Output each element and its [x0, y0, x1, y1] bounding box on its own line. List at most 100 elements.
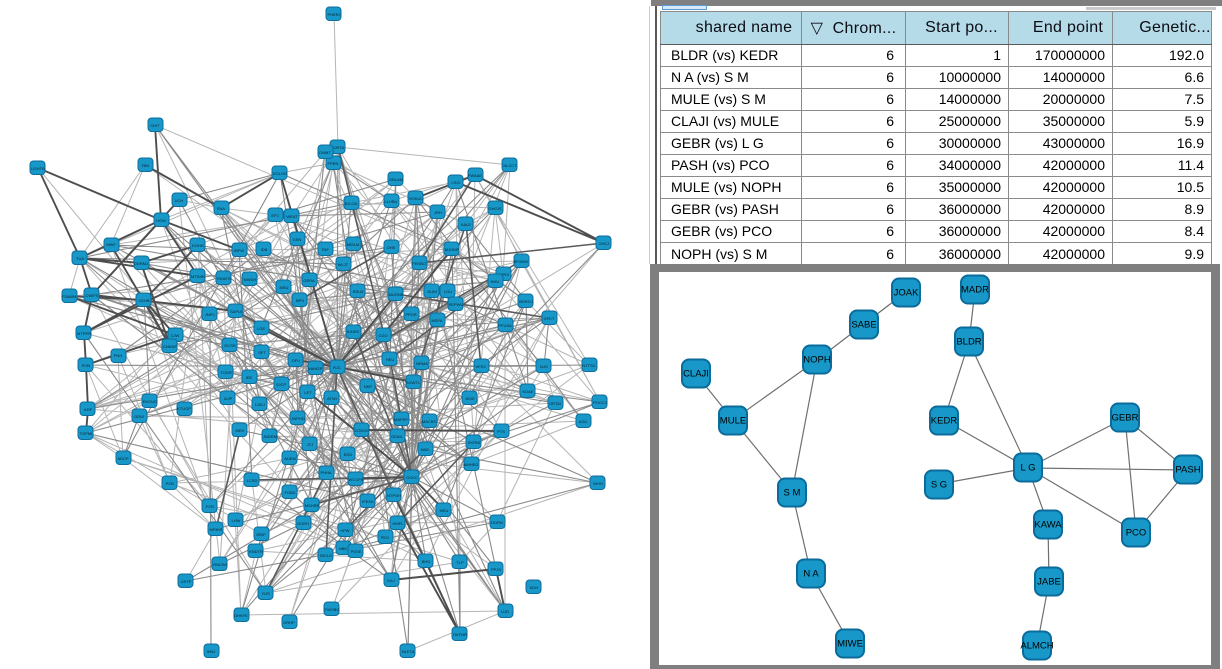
- svg-text:PGSE: PGSE: [350, 549, 361, 554]
- svg-text:USHTB: USHTB: [31, 166, 45, 171]
- svg-text:SJCP: SJCP: [276, 382, 287, 387]
- svg-text:PON: PON: [82, 363, 91, 368]
- svg-text:LSCI: LSCI: [452, 180, 461, 185]
- svg-text:MIWE: MIWE: [837, 639, 863, 650]
- svg-text:GFKT: GFKT: [544, 316, 555, 321]
- svg-text:JNPHD: JNPHD: [291, 416, 304, 421]
- svg-text:PTS: PTS: [497, 429, 505, 434]
- svg-text:LLHBU: LLHBU: [385, 199, 398, 204]
- svg-text:WEAT: WEAT: [286, 214, 298, 219]
- svg-text:ILRF: ILRF: [84, 407, 93, 412]
- svg-text:EKGUD: EKGUD: [143, 399, 157, 404]
- svg-text:CHIT: CHIT: [150, 123, 160, 128]
- svg-text:KPW: KPW: [340, 528, 349, 533]
- svg-text:MSFA: MSFA: [432, 318, 443, 323]
- svg-text:IHNJ: IHNJ: [207, 649, 216, 654]
- svg-text:TLP: TLP: [456, 560, 464, 565]
- svg-text:RKAFG: RKAFG: [217, 276, 231, 281]
- svg-text:MEU: MEU: [440, 508, 449, 513]
- svg-text:BICLS: BICLS: [320, 553, 332, 558]
- svg-text:ATWI: ATWI: [327, 396, 337, 401]
- svg-text:NBK: NBK: [339, 546, 348, 551]
- svg-text:DDRN: DDRN: [491, 520, 503, 525]
- svg-text:KAJ: KAJ: [387, 578, 394, 583]
- svg-text:BLDR: BLDR: [956, 337, 981, 348]
- svg-text:GCSR: GCSR: [224, 343, 236, 348]
- svg-text:IEE: IEE: [246, 375, 253, 380]
- svg-text:HMFL: HMFL: [393, 521, 405, 526]
- svg-text:AMHED: AMHED: [464, 462, 479, 467]
- svg-text:AGU: AGU: [579, 419, 588, 424]
- svg-text:LGE: LGE: [257, 326, 265, 331]
- svg-text:RJC: RJC: [333, 365, 341, 370]
- svg-text:MTPPR: MTPPR: [77, 331, 91, 336]
- svg-text:TNF: TNF: [321, 247, 329, 252]
- svg-text:HFEC: HFEC: [476, 364, 487, 369]
- svg-text:SGWTL: SGWTL: [406, 380, 421, 385]
- svg-text:LHW: LHW: [232, 518, 241, 523]
- svg-text:JTJ: JTJ: [307, 442, 313, 447]
- svg-text:GBLAM: GBLAM: [389, 177, 403, 182]
- svg-text:LET: LET: [304, 390, 312, 395]
- svg-text:JNDRM: JNDRM: [263, 434, 277, 439]
- svg-text:PHHA: PHHA: [320, 470, 331, 475]
- svg-text:CNKNF: CNKNF: [163, 344, 177, 349]
- svg-text:NTPOH: NTPOH: [387, 493, 401, 498]
- svg-text:LCSD: LCSD: [247, 478, 258, 483]
- svg-text:NOPH: NOPH: [803, 355, 831, 366]
- svg-text:FPRN: FPRN: [328, 161, 339, 166]
- svg-text:CLAJI: CLAJI: [683, 369, 709, 380]
- svg-text:SAPUI: SAPUI: [230, 309, 242, 314]
- svg-text:CGO: CGO: [378, 333, 387, 338]
- svg-text:GHCJ: GHCJ: [599, 241, 610, 246]
- svg-text:ADCP: ADCP: [117, 456, 128, 461]
- svg-text:FOBD: FOBD: [284, 490, 295, 495]
- svg-text:RNCWI: RNCWI: [213, 562, 227, 567]
- svg-text:DHKFE: DHKFE: [234, 613, 248, 618]
- svg-text:NLETA: NLETA: [402, 649, 415, 654]
- svg-text:BJLOA: BJLOA: [345, 201, 358, 206]
- svg-text:GSN: GSN: [293, 237, 302, 242]
- svg-text:BFWDK: BFWDK: [514, 259, 529, 264]
- svg-text:WHH: WHH: [593, 481, 603, 486]
- svg-text:ODW: ODW: [134, 414, 144, 419]
- svg-text:IDB: IDB: [261, 247, 268, 252]
- svg-text:MWF: MWF: [106, 242, 116, 247]
- svg-text:FWOBG: FWOBG: [324, 607, 339, 612]
- svg-text:CWIFS: CWIFS: [86, 293, 99, 298]
- svg-text:S M: S M: [784, 488, 801, 499]
- svg-text:BDRGJ: BDRGJ: [519, 299, 533, 304]
- svg-text:WCGFK: WCGFK: [349, 477, 364, 482]
- svg-text:MTSHK: MTSHK: [191, 274, 205, 279]
- svg-text:FHPIS: FHPIS: [497, 272, 509, 277]
- svg-text:CJW: CJW: [171, 333, 180, 338]
- svg-text:FSAWM: FSAWM: [62, 294, 77, 299]
- svg-text:FEKBO: FEKBO: [412, 261, 426, 266]
- svg-text:MACBS: MACBS: [422, 419, 437, 424]
- svg-text:LGU: LGU: [444, 289, 452, 294]
- svg-text:EOLOG: EOLOG: [273, 171, 287, 176]
- svg-text:JNPC: JNPC: [205, 312, 216, 317]
- svg-text:SOKUC: SOKUC: [409, 196, 423, 201]
- svg-text:EPJ: EPJ: [271, 213, 278, 218]
- svg-text:MISLM: MISLM: [347, 242, 360, 247]
- svg-text:DDRMJ: DDRMJ: [134, 261, 148, 266]
- svg-text:GEBR: GEBR: [1112, 413, 1139, 424]
- svg-text:BPS: BPS: [296, 298, 304, 303]
- svg-text:CODGO: CODGO: [354, 428, 369, 433]
- svg-text:WGE: WGE: [465, 396, 475, 401]
- svg-text:JRH: JRH: [434, 210, 442, 215]
- svg-text:BSLB: BSLB: [353, 289, 364, 294]
- svg-text:KDAE: KDAE: [523, 389, 534, 394]
- svg-text:PCO: PCO: [1126, 528, 1147, 539]
- svg-text:OHE: OHE: [387, 245, 396, 250]
- svg-text:NLCCT: NLCCT: [503, 163, 517, 168]
- svg-text:HEU: HEU: [386, 357, 395, 362]
- svg-text:PHERJ: PHERJ: [327, 12, 340, 17]
- svg-text:GOEH: GOEH: [297, 521, 309, 526]
- svg-text:N A: N A: [803, 569, 819, 580]
- svg-text:DNMT: DNMT: [319, 150, 331, 155]
- svg-text:ALMCH: ALMCH: [1020, 641, 1053, 652]
- svg-text:MULE: MULE: [720, 416, 746, 427]
- svg-text:S G: S G: [931, 480, 947, 491]
